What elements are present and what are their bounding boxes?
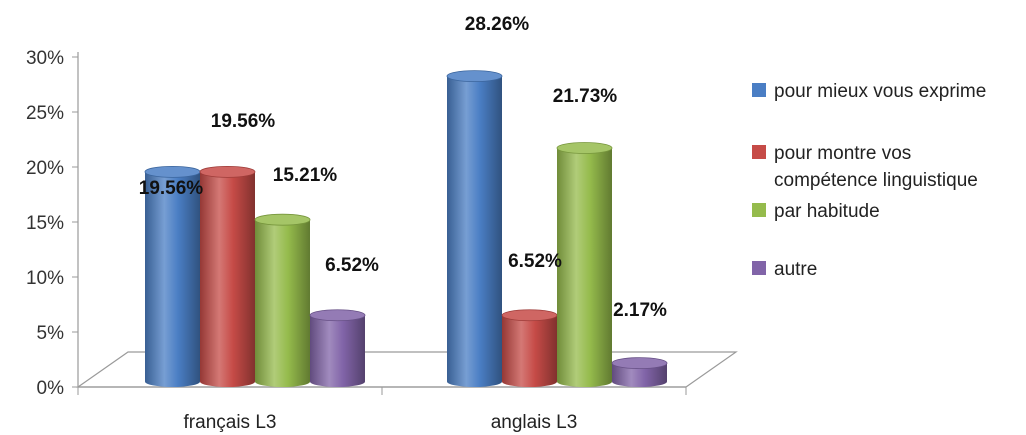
- legend-item: par habitude: [752, 201, 880, 222]
- legend-label: pour montre vos: [774, 143, 911, 164]
- bar-body: [255, 219, 310, 388]
- bar-top-cap: [501, 309, 558, 322]
- bar-body: [447, 76, 502, 388]
- data-labels: 19.56% 19.56% 15.21% 6.52% 28.26% 6.52% 21.73%…: [139, 14, 667, 321]
- bar-body: [200, 171, 255, 388]
- bar: [501, 309, 558, 388]
- y-tick-label: 20%: [26, 158, 64, 179]
- legend-item: pour montre vos compétence linguistique: [752, 143, 978, 191]
- bar: [254, 213, 311, 388]
- data-label: 19.56%: [139, 178, 204, 199]
- legend-item: pour mieux vous exprime: [752, 81, 986, 102]
- bar-body: [612, 363, 667, 388]
- bar: [446, 70, 503, 388]
- data-label: 19.56%: [211, 111, 276, 132]
- bar-top-cap: [309, 309, 366, 322]
- bar-body: [557, 147, 612, 388]
- data-label: 2.17%: [613, 300, 667, 321]
- bar-top-cap: [611, 357, 668, 370]
- legend-label: autre: [774, 259, 817, 280]
- bar-body: [310, 315, 365, 388]
- x-category-label: français L3: [184, 412, 277, 433]
- data-label: 6.52%: [508, 251, 562, 272]
- y-tick-label: 0%: [37, 378, 65, 399]
- bar: [556, 142, 613, 388]
- y-tick-label: 15%: [26, 213, 64, 234]
- bar: [309, 309, 366, 388]
- bar-top-cap: [199, 165, 256, 178]
- y-tick-label: 5%: [37, 323, 65, 344]
- bar-top-cap: [446, 70, 503, 83]
- bar: [144, 165, 201, 388]
- bar-body: [145, 171, 200, 388]
- legend-swatch: [752, 83, 766, 97]
- chart-bars: [144, 70, 668, 388]
- legend-label: pour mieux vous exprime: [774, 81, 986, 102]
- data-label: 21.73%: [553, 86, 618, 107]
- legend: pour mieux vous exprime pour montre vos co…: [752, 81, 986, 280]
- chart-axes: 0% 5% 10% 15% 20% 25% 30% français L3 anglais L3: [26, 48, 687, 433]
- bar-top-cap: [144, 165, 201, 178]
- legend-item: autre: [752, 259, 817, 280]
- data-label: 28.26%: [465, 14, 530, 35]
- data-label: 6.52%: [325, 255, 379, 276]
- bar: [611, 357, 668, 388]
- x-category-label: anglais L3: [491, 412, 578, 433]
- legend-label: compétence linguistique: [774, 170, 978, 191]
- bar-top-cap: [254, 213, 311, 226]
- legend-swatch: [752, 261, 766, 275]
- data-label: 15.21%: [273, 165, 338, 186]
- bar-body: [502, 315, 557, 388]
- legend-swatch: [752, 203, 766, 217]
- y-tick-label: 30%: [26, 48, 64, 69]
- y-tick-label: 10%: [26, 268, 64, 289]
- legend-label: par habitude: [774, 201, 880, 222]
- legend-swatch: [752, 145, 766, 159]
- y-tick-label: 25%: [26, 103, 64, 124]
- bar-top-cap: [556, 142, 613, 154]
- bar: [199, 165, 256, 388]
